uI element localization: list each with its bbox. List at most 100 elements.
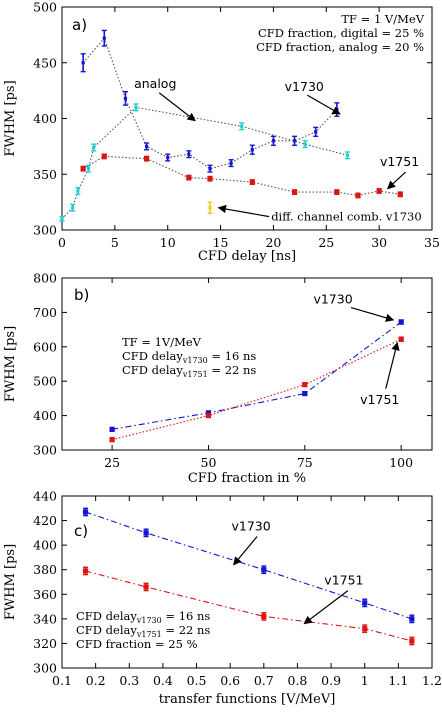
point-marker xyxy=(409,638,415,644)
y-tick-label: 800 xyxy=(33,271,57,286)
annotation-line: CFD delayv1751 = 22 ns xyxy=(122,363,256,379)
annotation-part: = 16 ns xyxy=(162,609,211,623)
series-label: v1751 xyxy=(324,573,363,588)
data-point xyxy=(334,102,340,117)
annotation-line: CFD delayv1730 = 16 ns xyxy=(76,609,210,625)
x-axis-title: CFD fraction in % xyxy=(188,471,306,486)
annotation-part: TF = 1V/MeV xyxy=(122,335,202,349)
data-point xyxy=(207,164,213,173)
x-tick-label: 20 xyxy=(265,235,281,250)
series-v1751 xyxy=(80,153,403,199)
point-marker xyxy=(302,390,308,397)
data-point xyxy=(409,614,415,624)
data-point xyxy=(302,382,308,388)
point-marker xyxy=(303,142,307,146)
point-marker xyxy=(82,568,89,574)
x-tick-label: 10 xyxy=(160,235,176,250)
point-marker xyxy=(82,509,89,515)
series-analog xyxy=(59,103,350,222)
data-point xyxy=(205,413,212,419)
x-tick-label: 0 xyxy=(58,235,66,250)
y-tick-label: 500 xyxy=(33,374,57,389)
series-v1730 xyxy=(82,507,415,624)
y-tick-label: 340 xyxy=(33,611,57,626)
y-tick-label: 600 xyxy=(33,339,57,354)
point-marker xyxy=(109,426,115,432)
annotation-part: CFD delay xyxy=(122,363,183,377)
point-marker xyxy=(397,191,403,197)
data-point xyxy=(75,186,81,196)
point-marker xyxy=(81,61,85,65)
data-point xyxy=(186,150,192,159)
y-tick-label: 380 xyxy=(33,562,57,577)
point-marker xyxy=(123,96,128,101)
x-tick-label: 25 xyxy=(318,235,334,250)
point-marker xyxy=(249,179,255,185)
series-line xyxy=(82,37,338,170)
series-label: diff. channel comb. v1730 xyxy=(271,210,421,224)
panel-a: 0 5 10 15 20 25 30 35 300 350 400 450 500 CFD delay [… xyxy=(3,0,440,264)
y-tick-label: 400 xyxy=(33,111,57,126)
data-point xyxy=(291,189,298,196)
annotation-arrow xyxy=(217,204,270,218)
point-marker xyxy=(86,167,91,171)
panel-label: a) xyxy=(72,16,87,34)
annotation-subscript: v1730 xyxy=(136,616,162,625)
data-point xyxy=(82,566,89,576)
x-tick-label: 1.1 xyxy=(388,673,408,688)
point-marker xyxy=(80,166,86,172)
panel-c: 0.1 0.2 0.3 0.4 0.5 0.6 0.7 0.8 0.9 1 1.1 1.2 300 320… xyxy=(3,489,442,708)
data-point xyxy=(80,53,86,73)
point-marker xyxy=(409,616,415,622)
point-marker xyxy=(109,437,115,443)
data-point xyxy=(270,135,276,146)
x-axis-title: CFD delay [ns] xyxy=(198,249,296,264)
series-label: v1730 xyxy=(231,519,270,534)
annotation-line: CFD fraction = 25 % xyxy=(76,637,198,651)
annotation-arrow xyxy=(385,341,400,389)
data-point xyxy=(133,103,139,112)
y-axis-title: FWHM [ps] xyxy=(3,544,18,620)
point-marker xyxy=(208,206,212,210)
point-marker xyxy=(362,626,368,632)
x-tick-label: 1 xyxy=(361,673,369,688)
data-point xyxy=(109,426,115,432)
data-point xyxy=(165,153,171,162)
data-point xyxy=(302,140,308,149)
point-marker xyxy=(261,567,267,573)
data-point xyxy=(85,164,91,173)
point-marker xyxy=(398,319,404,325)
point-marker xyxy=(271,139,276,143)
point-marker xyxy=(134,105,138,109)
x-tick-label: 75 xyxy=(297,455,313,470)
point-marker xyxy=(362,600,368,606)
data-point xyxy=(207,201,213,214)
point-marker xyxy=(166,155,170,160)
point-marker xyxy=(250,148,254,152)
point-marker xyxy=(101,153,107,160)
point-marker xyxy=(92,145,96,150)
point-marker xyxy=(355,192,361,199)
annotation-line: CFD fraction, analog = 20 % xyxy=(256,40,424,54)
annotation-line: TF = 1 V/MeV xyxy=(341,12,424,26)
x-tick-label: 0.8 xyxy=(288,673,308,688)
annotation-arrow xyxy=(306,94,341,115)
data-point xyxy=(409,636,415,646)
point-marker xyxy=(143,530,149,536)
point-marker xyxy=(334,189,340,195)
data-point xyxy=(143,155,150,162)
data-point xyxy=(249,179,255,185)
plot-frame xyxy=(61,277,433,451)
x-tick-label: 0.9 xyxy=(321,673,341,688)
series-line xyxy=(61,106,348,220)
point-marker xyxy=(291,189,298,195)
data-point xyxy=(144,142,150,151)
data-point xyxy=(355,192,361,199)
y-tick-label: 450 xyxy=(33,55,57,70)
data-point xyxy=(334,189,340,196)
annotation-part: CFD delay xyxy=(76,609,137,623)
data-point xyxy=(207,175,213,182)
data-point xyxy=(143,528,149,538)
x-tick-label: 1.2 xyxy=(422,673,442,688)
annotation-arrow xyxy=(303,590,349,625)
